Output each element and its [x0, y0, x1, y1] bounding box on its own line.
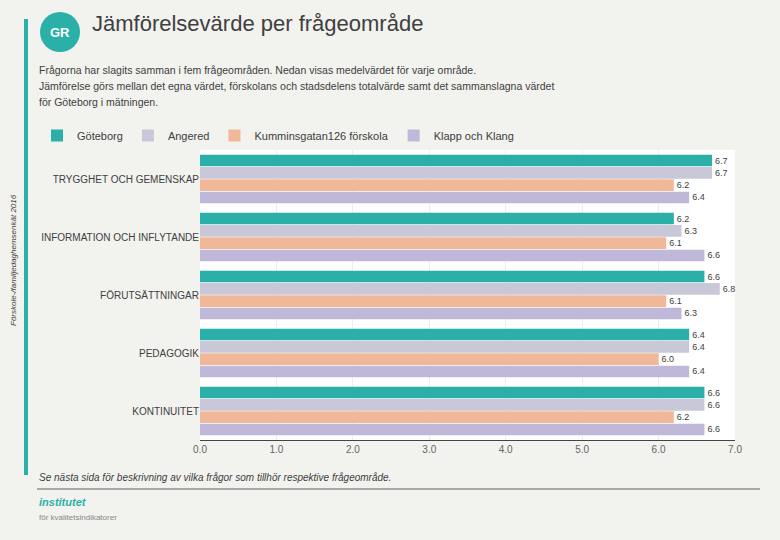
svg-text:4.0: 4.0	[499, 444, 513, 455]
svg-text:6.4: 6.4	[692, 330, 705, 340]
svg-text:6.7: 6.7	[715, 156, 728, 166]
svg-text:6.6: 6.6	[707, 388, 720, 398]
svg-text:6.2: 6.2	[677, 180, 690, 190]
svg-text:Kumminsgatan126 förskola: Kumminsgatan126 förskola	[254, 130, 388, 142]
svg-text:GR: GR	[50, 25, 70, 40]
svg-text:6.1: 6.1	[669, 296, 682, 306]
svg-text:6.4: 6.4	[692, 366, 705, 376]
svg-text:6.6: 6.6	[707, 250, 720, 260]
svg-text:6.3: 6.3	[685, 308, 698, 318]
svg-text:6.0: 6.0	[652, 444, 666, 455]
svg-text:PEDAGOGIK: PEDAGOGIK	[139, 348, 199, 359]
svg-text:för kvalitetsindikatorer: för kvalitetsindikatorer	[39, 513, 117, 522]
svg-text:Jämförelse görs mellan det egn: Jämförelse görs mellan det egna värdet, …	[39, 80, 554, 92]
svg-text:6.7: 6.7	[715, 168, 728, 178]
svg-text:5.0: 5.0	[575, 444, 589, 455]
svg-text:0.0: 0.0	[193, 444, 207, 455]
svg-text:2.0: 2.0	[346, 444, 360, 455]
svg-text:TRYGGHET OCH GEMENSKAP: TRYGGHET OCH GEMENSKAP	[53, 174, 200, 185]
svg-text:KONTINUITET: KONTINUITET	[132, 406, 199, 417]
svg-text:Angered: Angered	[168, 130, 210, 142]
svg-text:för Göteborg i mätningen.: för Göteborg i mätningen.	[39, 96, 158, 108]
svg-text:7.0: 7.0	[728, 444, 742, 455]
svg-text:6.1: 6.1	[669, 238, 682, 248]
svg-text:institutet: institutet	[39, 496, 87, 508]
svg-text:6.6: 6.6	[707, 272, 720, 282]
svg-text:Jämförelsevärde per frågeområd: Jämförelsevärde per frågeområde	[92, 11, 423, 36]
svg-text:Förskole-/familjedaghemsenkät: Förskole-/familjedaghemsenkät 2016	[9, 194, 18, 326]
svg-text:Klapp och Klang: Klapp och Klang	[434, 130, 514, 142]
svg-text:Se nästa sida för beskrivning: Se nästa sida för beskrivning av vilka f…	[39, 472, 391, 483]
svg-text:6.6: 6.6	[707, 424, 720, 434]
svg-text:6.3: 6.3	[685, 226, 698, 236]
svg-text:1.0: 1.0	[269, 444, 283, 455]
svg-text:6.2: 6.2	[677, 412, 690, 422]
svg-text:FÖRUTSÄTTNINGAR: FÖRUTSÄTTNINGAR	[100, 290, 199, 301]
svg-text:Göteborg: Göteborg	[77, 130, 123, 142]
svg-text:6.8: 6.8	[723, 284, 736, 294]
svg-text:6.0: 6.0	[662, 354, 675, 364]
svg-text:3.0: 3.0	[422, 444, 436, 455]
svg-text:6.4: 6.4	[692, 342, 705, 352]
svg-text:INFORMATION OCH INFLYTANDE: INFORMATION OCH INFLYTANDE	[41, 232, 199, 243]
svg-text:6.2: 6.2	[677, 214, 690, 224]
svg-text:6.6: 6.6	[707, 400, 720, 410]
svg-text:6.4: 6.4	[692, 192, 705, 202]
svg-text:Frågorna har slagits samman i: Frågorna har slagits samman i fem frågeo…	[39, 64, 476, 76]
